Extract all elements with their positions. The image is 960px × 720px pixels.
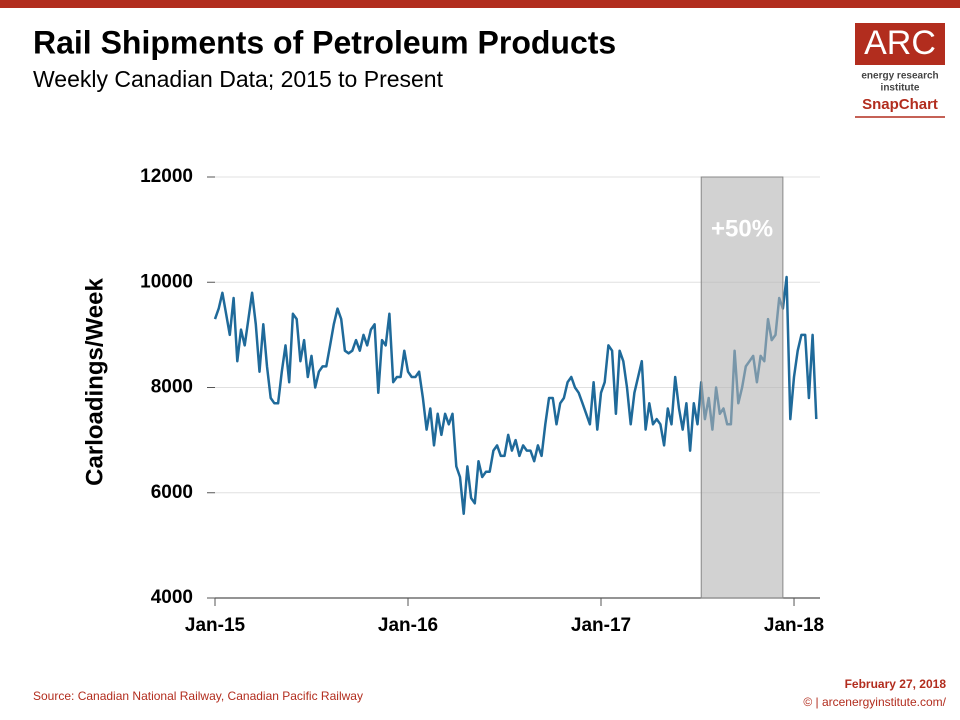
logo-box bbox=[855, 23, 945, 65]
y-tick-label: 4000 bbox=[151, 587, 193, 608]
x-tick-label: Jan-15 bbox=[185, 615, 246, 636]
chart-title: Rail Shipments of Petroleum Products bbox=[33, 24, 616, 60]
logo-line1: energy research bbox=[861, 71, 938, 82]
y-axis-label: Carloadings/Week bbox=[81, 278, 108, 486]
y-tick-label: 6000 bbox=[151, 482, 193, 503]
logo-tag: SnapChart bbox=[862, 96, 938, 113]
chart-subtitle: Weekly Canadian Data; 2015 to Present bbox=[33, 66, 444, 92]
x-tick-label: Jan-16 bbox=[378, 615, 438, 636]
logo-line2: institute bbox=[881, 83, 920, 94]
shaded-region bbox=[700, 176, 784, 599]
website: © | arcenergyinstitute.com/ bbox=[803, 695, 946, 709]
x-tick-label: Jan-18 bbox=[764, 615, 824, 636]
y-tick-label: 8000 bbox=[151, 377, 193, 398]
source: Source: Canadian National Railway, Canad… bbox=[33, 689, 363, 703]
shaded-label: +50% bbox=[711, 215, 773, 242]
logo-name: ARC bbox=[864, 24, 936, 62]
x-tick-label: Jan-17 bbox=[571, 615, 631, 636]
y-tick-label: 12000 bbox=[140, 166, 193, 187]
date: February 27, 2018 bbox=[845, 677, 947, 691]
plot: 4000 6000 8000 10000 12000 Jan-15 Jan-16 Jan-17… bbox=[140, 166, 824, 636]
top-bar bbox=[0, 0, 960, 8]
y-tick-label: 10000 bbox=[140, 271, 193, 292]
logo: ARC energy research institute SnapChart bbox=[855, 23, 945, 118]
